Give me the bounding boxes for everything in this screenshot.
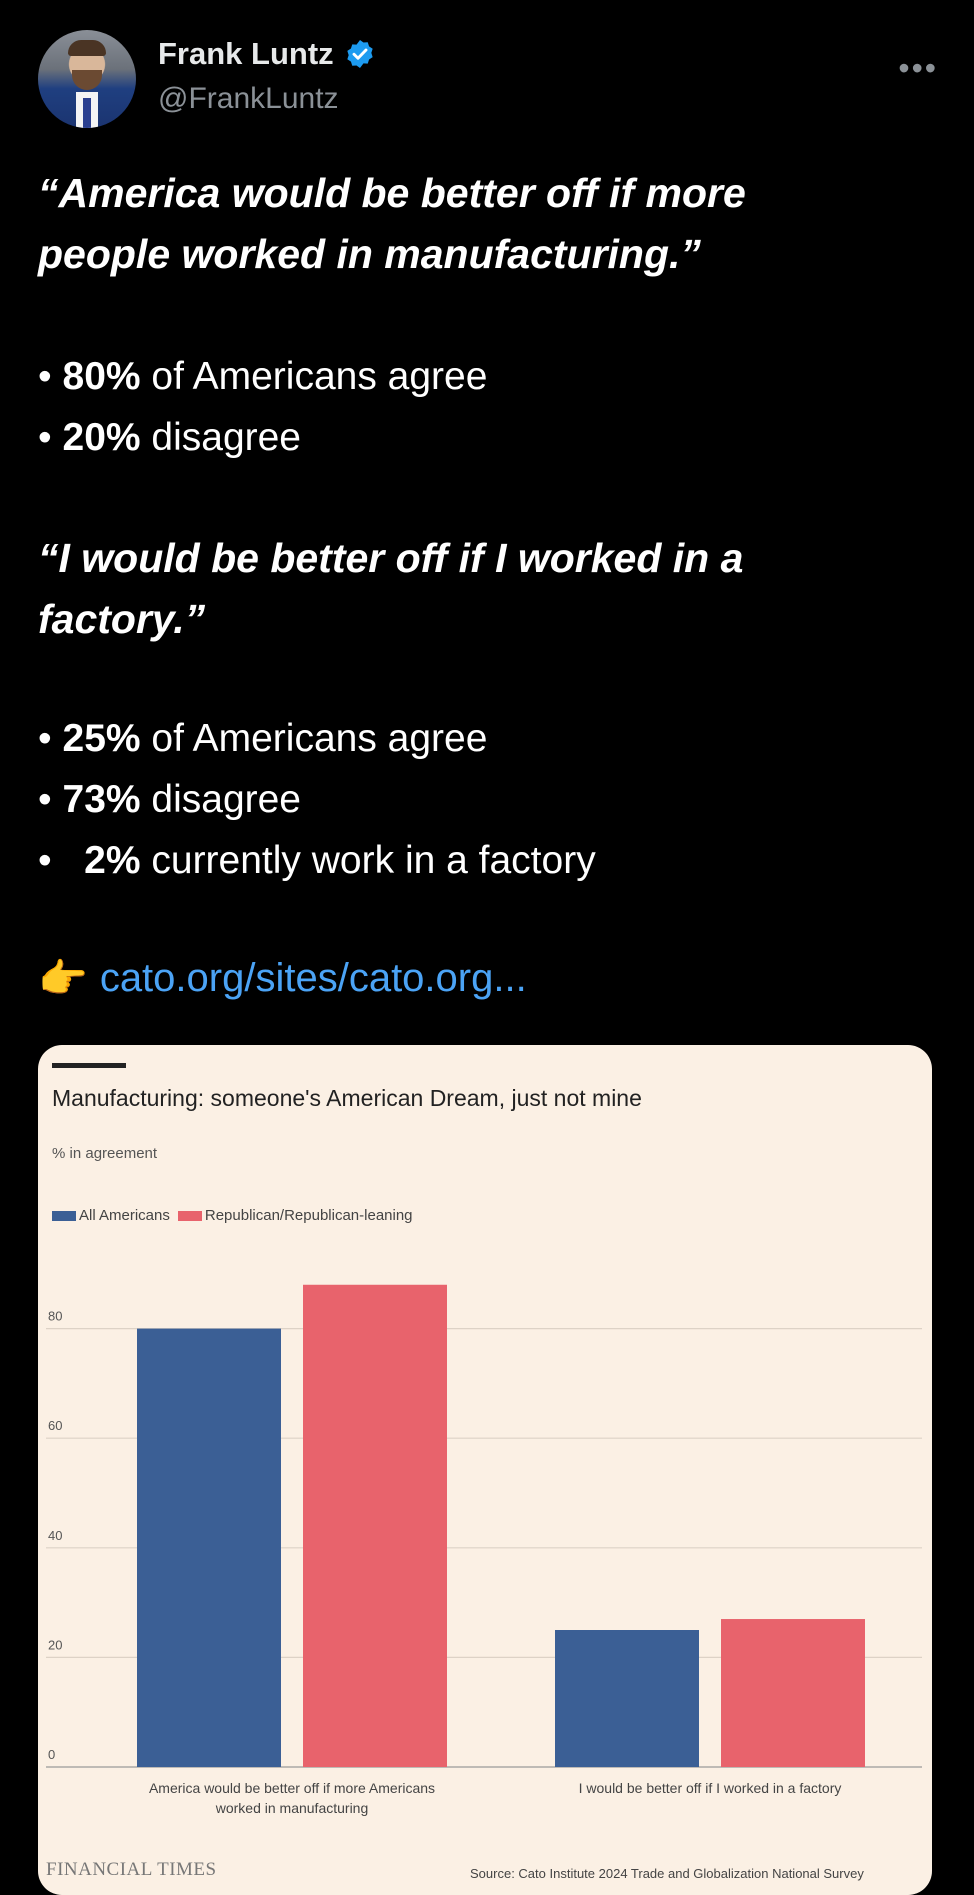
legend-swatch bbox=[177, 1210, 202, 1221]
author-name-row: Frank Luntz bbox=[158, 36, 376, 72]
bar bbox=[137, 1328, 281, 1767]
bar-chart: 0 20 40 60 80 America would be better off if … bbox=[46, 1284, 922, 1816]
author-handle[interactable]: @FrankLuntz bbox=[158, 82, 339, 115]
verified-badge-icon bbox=[347, 40, 373, 68]
link-row: 👉 cato.org/sites/cato.org... bbox=[38, 955, 527, 1002]
quote-2-stats: • 25% of Americans agree • 73% disagree … bbox=[38, 708, 938, 891]
y-tick-label: 60 bbox=[48, 1418, 62, 1433]
bar bbox=[303, 1284, 447, 1767]
quote-1-line-2: people worked in manufacturing.” bbox=[38, 231, 701, 277]
chart-title: Manufacturing: someone's American Dream,… bbox=[52, 1085, 642, 1111]
more-options-icon[interactable]: ••• bbox=[898, 50, 938, 86]
legend-label: Republican/Republican-leaning bbox=[204, 1207, 413, 1224]
bullet-item: • 80% of Americans agree bbox=[38, 355, 488, 398]
cato-link[interactable]: cato.org/sites/cato.org... bbox=[99, 956, 527, 1000]
quote-2-line-1: “I would be better off if I worked in a bbox=[38, 535, 744, 581]
quote-1-line-1: “America would be better off if more bbox=[38, 170, 746, 216]
chart-image-card[interactable]: Manufacturing: someone's American Dream,… bbox=[38, 1045, 932, 1895]
avatar[interactable] bbox=[38, 30, 136, 128]
legend-swatch bbox=[52, 1210, 76, 1221]
bar bbox=[721, 1619, 865, 1767]
bullet-item: • 73% disagree bbox=[38, 778, 301, 821]
x-tick-label: America would be better off if more Amer… bbox=[149, 1780, 435, 1796]
chart-source: Source: Cato Institute 2024 Trade and Gl… bbox=[470, 1866, 864, 1881]
y-tick-label: 40 bbox=[48, 1528, 62, 1543]
tweet-quote-2: “I would be better off if I worked in a … bbox=[38, 528, 938, 650]
y-tick-label: 80 bbox=[48, 1309, 62, 1324]
ft-header-rule bbox=[52, 1063, 126, 1068]
x-tick-label: I would be better off if I worked in a f… bbox=[579, 1780, 842, 1796]
legend-label: All Americans bbox=[79, 1207, 170, 1224]
chart-subtitle: % in agreement bbox=[52, 1145, 158, 1162]
bullet-item: • 2% currently work in a factory bbox=[38, 839, 596, 882]
bar bbox=[555, 1630, 699, 1767]
pointing-hand-icon: 👉 bbox=[38, 957, 88, 1001]
tweet-quote-1: “America would be better off if more peo… bbox=[38, 163, 938, 285]
bullet-item: • 25% of Americans agree bbox=[38, 717, 488, 760]
quote-1-stats: • 80% of Americans agree • 20% disagree bbox=[38, 346, 938, 468]
legend-item-all: All Americans bbox=[52, 1207, 170, 1224]
publisher-logo: FINANCIAL TIMES bbox=[46, 1859, 217, 1880]
y-tick-label: 20 bbox=[48, 1637, 62, 1652]
x-tick-label: worked in manufacturing bbox=[215, 1800, 369, 1816]
bullet-item: • 20% disagree bbox=[38, 416, 301, 459]
legend-item-republican: Republican/Republican-leaning bbox=[177, 1207, 413, 1224]
chart-legend: All Americans Republican/Republican-lean… bbox=[52, 1207, 421, 1224]
author-name[interactable]: Frank Luntz bbox=[158, 36, 334, 71]
y-tick-label: 0 bbox=[48, 1747, 55, 1762]
quote-2-line-2: factory.” bbox=[38, 596, 206, 642]
tweet-header: Frank Luntz @FrankLuntz ••• bbox=[38, 30, 938, 140]
